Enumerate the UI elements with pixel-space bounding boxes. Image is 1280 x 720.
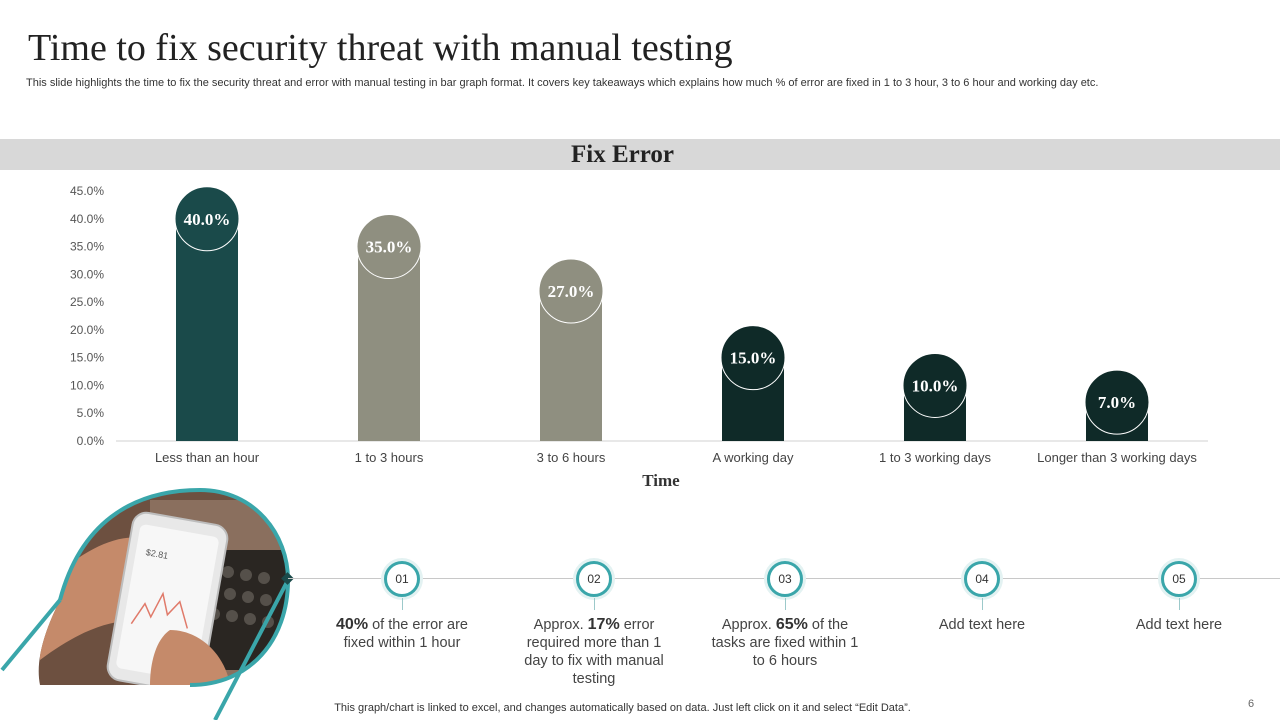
photo-content: $2.81 bbox=[38, 490, 288, 685]
y-tick-label: 40.0% bbox=[70, 212, 104, 226]
step-rest: error required more than 1 day to fix wi… bbox=[524, 617, 664, 687]
step-rest: of the tasks are fixed within 1 to 6 hou… bbox=[711, 617, 859, 669]
bar-cap-circle bbox=[1084, 369, 1150, 435]
bar-cap-circle bbox=[902, 352, 968, 418]
data-label: 10.0% bbox=[912, 376, 959, 395]
phone-screen-readout: $2.81 bbox=[145, 547, 169, 561]
step-highlight: 17% bbox=[587, 616, 620, 633]
bar-cap-circle bbox=[356, 214, 422, 280]
y-axis: 0.0% 5.0% 10.0% 15.0% 20.0% 25.0% 30.0% 35.0% 40… bbox=[70, 184, 104, 448]
x-tick-label: Longer than 3 working days bbox=[1037, 450, 1197, 465]
step-lead: Approx. bbox=[721, 617, 776, 633]
timeline-node-05: 05 bbox=[1161, 561, 1197, 597]
phone-photo: $2.81 bbox=[0, 480, 300, 720]
timeline-step-text: Add text here bbox=[1104, 616, 1254, 634]
bar[interactable] bbox=[176, 218, 238, 441]
y-tick-label: 15.0% bbox=[70, 351, 104, 365]
slide-subtitle: This slide highlights the time to fix th… bbox=[26, 77, 1099, 89]
step-highlight: 40% bbox=[336, 616, 369, 633]
data-label: 27.0% bbox=[548, 282, 595, 301]
timeline-step-text: Approx. 65% of the tasks are fixed withi… bbox=[710, 616, 860, 670]
bars-group: 40.0% 35.0% 27.0% 15.0% 10.0% 7.0% bbox=[174, 186, 1150, 441]
step-lead: Add text here bbox=[1135, 617, 1223, 633]
x-tick-label: 3 to 6 hours bbox=[537, 450, 606, 465]
y-tick-label: 10.0% bbox=[70, 378, 104, 392]
timeline-node-03: 03 bbox=[767, 561, 803, 597]
bar-cap-circle bbox=[720, 325, 786, 391]
y-tick-label: 25.0% bbox=[70, 295, 104, 309]
timeline-stem bbox=[1179, 598, 1180, 610]
timeline-stem bbox=[402, 598, 403, 610]
x-tick-label: A working day bbox=[713, 450, 794, 465]
data-label: 15.0% bbox=[730, 349, 777, 368]
timeline-step-text: Add text here bbox=[907, 616, 1057, 634]
x-axis-title: Time bbox=[642, 471, 680, 490]
y-tick-label: 0.0% bbox=[77, 434, 105, 448]
timeline-step-text: 40% of the error are fixed within 1 hour bbox=[327, 616, 477, 652]
bar-cap-circle bbox=[174, 186, 240, 252]
timeline-node-02: 02 bbox=[576, 561, 612, 597]
chart-title: Fix Error bbox=[571, 141, 674, 168]
y-tick-label: 30.0% bbox=[70, 267, 104, 281]
chart-title-band bbox=[0, 139, 1280, 170]
photo-swoosh-top bbox=[0, 598, 62, 672]
photo-swoosh-bottom bbox=[213, 579, 290, 720]
step-lead: Add text here bbox=[938, 617, 1026, 633]
timeline-stem bbox=[785, 598, 786, 610]
bar-cap-circle bbox=[538, 258, 604, 324]
step-lead: Approx. bbox=[533, 617, 588, 633]
x-tick-label: 1 to 3 working days bbox=[879, 450, 992, 465]
data-label: 40.0% bbox=[184, 210, 231, 229]
x-tick-label: Less than an hour bbox=[155, 450, 260, 465]
footer-note: This graph/chart is linked to excel, and… bbox=[334, 702, 911, 714]
timeline-stem bbox=[982, 598, 983, 610]
x-tick-label: 1 to 3 hours bbox=[355, 450, 424, 465]
data-label: 35.0% bbox=[366, 238, 413, 257]
x-axis: Less than an hour 1 to 3 hours 3 to 6 hour… bbox=[155, 450, 1197, 465]
y-tick-label: 20.0% bbox=[70, 323, 104, 337]
timeline-stem bbox=[594, 598, 595, 610]
step-highlight: 65% bbox=[775, 616, 808, 633]
data-label: 7.0% bbox=[1098, 393, 1136, 412]
y-tick-label: 35.0% bbox=[70, 240, 104, 254]
timeline-node-04: 04 bbox=[964, 561, 1000, 597]
step-rest: of the error are fixed within 1 hour bbox=[343, 617, 468, 651]
y-tick-label: 5.0% bbox=[77, 406, 105, 420]
timeline-step-text: Approx. 17% error required more than 1 d… bbox=[519, 616, 669, 688]
y-tick-label: 45.0% bbox=[70, 184, 104, 198]
page-number: 6 bbox=[1248, 698, 1255, 710]
photo-ring bbox=[58, 487, 291, 687]
slide-title: Time to fix security threat with manual … bbox=[28, 27, 733, 69]
timeline-node-01: 01 bbox=[384, 561, 420, 597]
bar-chart[interactable]: 0.0%5.0%10.0%15.0%20.0%25.0%30.0%35.0%40… bbox=[0, 0, 1280, 500]
